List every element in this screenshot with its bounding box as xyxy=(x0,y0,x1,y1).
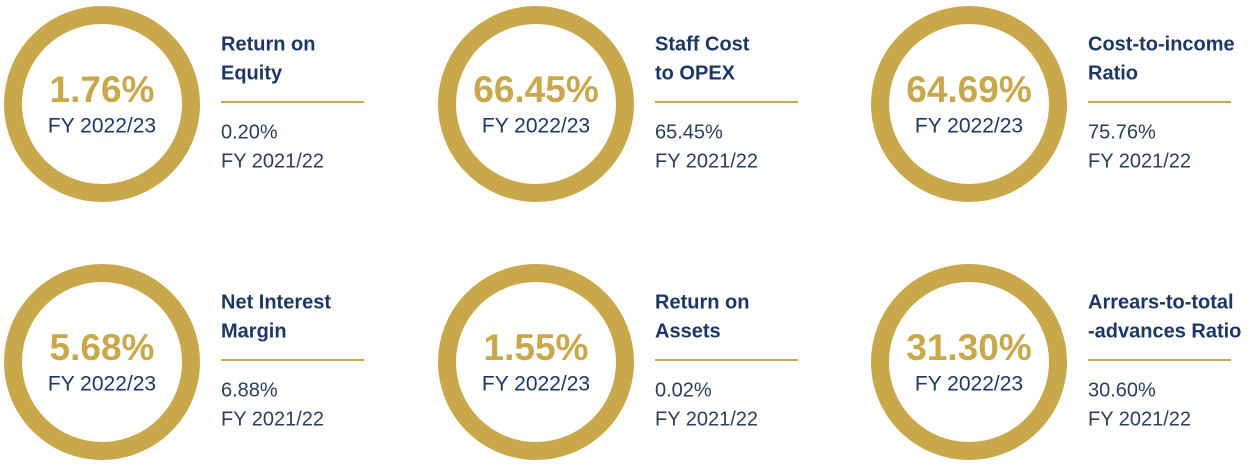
kpi-value: 5.68% xyxy=(50,327,155,368)
kpi-value: 64.69% xyxy=(906,69,1032,110)
previous-period: FY 2021/22 xyxy=(1088,150,1191,172)
previous-period: FY 2021/22 xyxy=(655,150,758,172)
previous-period: FY 2021/22 xyxy=(1088,408,1191,430)
kpi-period: FY 2022/23 xyxy=(915,373,1023,396)
previous-period: FY 2021/22 xyxy=(221,408,324,430)
kpi-title: -advances Ratio xyxy=(1088,320,1241,342)
kpi-title: Arrears-to-total xyxy=(1088,291,1234,313)
kpi-title: Equity xyxy=(221,62,283,84)
previous-value: 65.45% xyxy=(655,121,723,143)
kpi-period: FY 2022/23 xyxy=(48,373,156,396)
ring xyxy=(438,6,634,202)
kpi-title: Ratio xyxy=(1088,62,1138,84)
kpi-title: Margin xyxy=(221,320,287,342)
ring xyxy=(4,264,200,460)
kpi-period: FY 2022/23 xyxy=(482,115,590,138)
kpi-title: Net Interest xyxy=(221,291,331,313)
previous-period: FY 2021/22 xyxy=(221,150,324,172)
kpi-value: 31.30% xyxy=(906,327,1032,368)
kpi-title: Staff Cost xyxy=(655,33,750,55)
kpi-title: to OPEX xyxy=(655,62,736,84)
kpi-period: FY 2022/23 xyxy=(482,373,590,396)
kpi-title: Return on xyxy=(221,33,315,55)
ring xyxy=(871,6,1067,202)
previous-value: 30.60% xyxy=(1088,379,1156,401)
ring xyxy=(4,6,200,202)
kpi-value: 1.55% xyxy=(484,327,589,368)
previous-value: 0.02% xyxy=(655,379,712,401)
ring xyxy=(438,264,634,460)
kpi-title: Assets xyxy=(655,320,721,342)
kpi-title: Cost-to-income xyxy=(1088,33,1235,55)
kpi-value: 1.76% xyxy=(50,69,155,110)
previous-value: 75.76% xyxy=(1088,121,1156,143)
kpi-period: FY 2022/23 xyxy=(915,115,1023,138)
previous-period: FY 2021/22 xyxy=(655,408,758,430)
kpi-period: FY 2022/23 xyxy=(48,115,156,138)
kpi-value: 66.45% xyxy=(473,69,599,110)
ring xyxy=(871,264,1067,460)
previous-value: 0.20% xyxy=(221,121,278,143)
previous-value: 6.88% xyxy=(221,379,278,401)
kpi-title: Return on xyxy=(655,291,749,313)
